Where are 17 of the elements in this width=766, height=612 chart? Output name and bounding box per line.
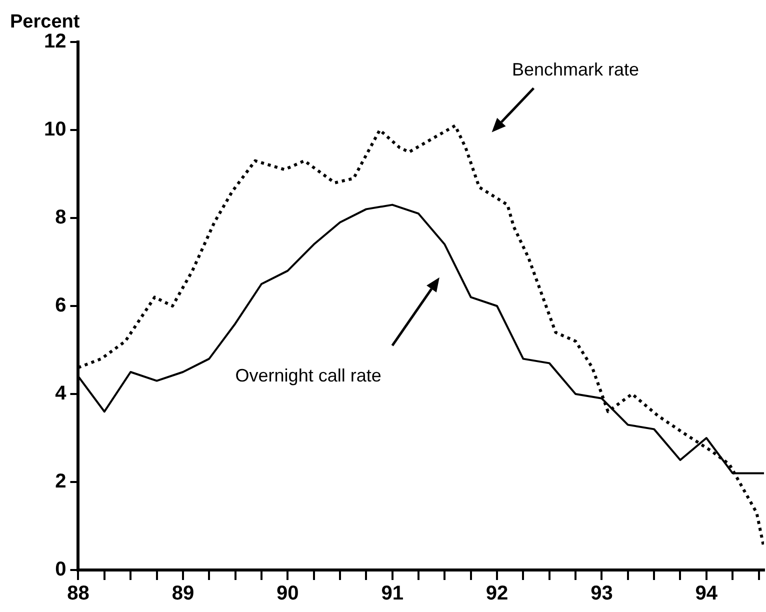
- x-tick-label: 90: [276, 582, 299, 605]
- x-tick-label: 89: [172, 582, 194, 605]
- y-tick-label: 8: [55, 206, 66, 229]
- y-tick-label: 12: [44, 30, 66, 53]
- x-tick-label: 94: [695, 582, 718, 605]
- x-tick-label: 92: [486, 582, 508, 605]
- y-tick-label: 2: [55, 470, 66, 493]
- series-label: Overnight call rate: [235, 365, 382, 386]
- y-tick-label: 4: [55, 382, 68, 405]
- y-tick-label: 10: [44, 118, 66, 141]
- x-tick-label: 93: [590, 582, 613, 605]
- x-tick-label: 91: [381, 582, 404, 605]
- y-tick-label: 6: [55, 294, 66, 317]
- y-axis-title: Percent: [10, 12, 80, 33]
- x-tick-label: 88: [67, 582, 90, 605]
- y-tick-label: 0: [55, 558, 66, 581]
- text: Benchmark rate: [512, 60, 640, 80]
